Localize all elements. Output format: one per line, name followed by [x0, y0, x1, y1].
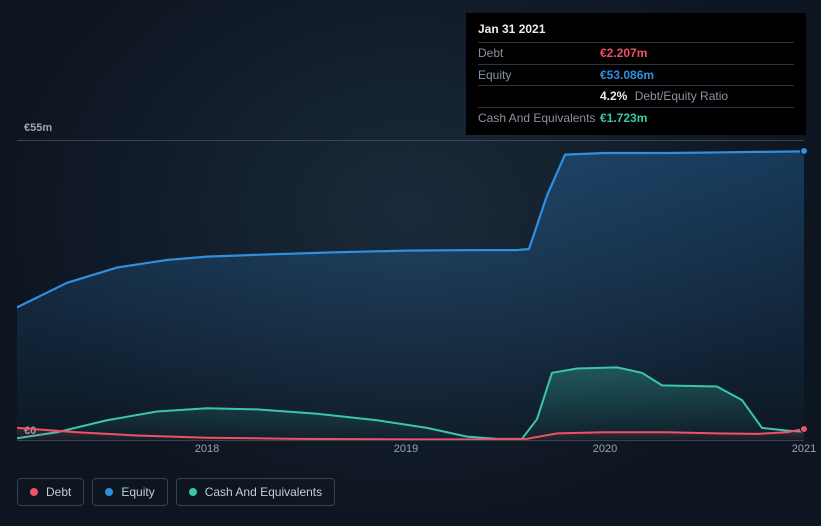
tooltip-row-label: Cash And Equivalents [478, 110, 600, 127]
y-axis-label-top: €55m [24, 122, 52, 134]
tooltip-row: 4.2% Debt/Equity Ratio [478, 85, 794, 107]
tooltip-date: Jan 31 2021 [478, 21, 794, 42]
tooltip-row: Equity€53.086m [478, 64, 794, 86]
legend-label: Equity [121, 485, 154, 499]
chart-legend: Debt Equity Cash And Equivalents [17, 478, 335, 506]
legend-label: Debt [46, 485, 71, 499]
x-axis: 2018201920202021 [17, 443, 804, 461]
x-axis-tick: 2021 [792, 443, 816, 455]
legend-dot-icon [30, 488, 38, 496]
tooltip-row-value: €2.207m [600, 45, 647, 62]
chart-tooltip: Jan 31 2021 Debt€2.207mEquity€53.086m4.2… [466, 13, 806, 135]
tooltip-row-label: Equity [478, 67, 600, 84]
tooltip-row-value: €53.086m [600, 67, 654, 84]
x-axis-tick: 2020 [593, 443, 617, 455]
legend-dot-icon [189, 488, 197, 496]
legend-dot-icon [105, 488, 113, 496]
legend-item-debt[interactable]: Debt [17, 478, 84, 506]
legend-item-equity[interactable]: Equity [92, 478, 167, 506]
legend-label: Cash And Equivalents [205, 485, 322, 499]
financial-history-chart[interactable] [17, 140, 804, 440]
series-end-marker-equity [800, 147, 808, 155]
legend-item-cash-and-equivalents[interactable]: Cash And Equivalents [176, 478, 335, 506]
tooltip-row-value: €1.723m [600, 110, 647, 127]
tooltip-row-value: 4.2% Debt/Equity Ratio [600, 88, 728, 105]
x-axis-tick: 2019 [394, 443, 418, 455]
series-end-marker-debt [800, 425, 808, 433]
tooltip-row-label: Debt [478, 45, 600, 62]
tooltip-row-extra: Debt/Equity Ratio [631, 89, 728, 103]
x-axis-tick: 2018 [195, 443, 219, 455]
tooltip-row: Cash And Equivalents€1.723m [478, 107, 794, 129]
tooltip-row-label [478, 88, 600, 105]
tooltip-row: Debt€2.207m [478, 42, 794, 64]
